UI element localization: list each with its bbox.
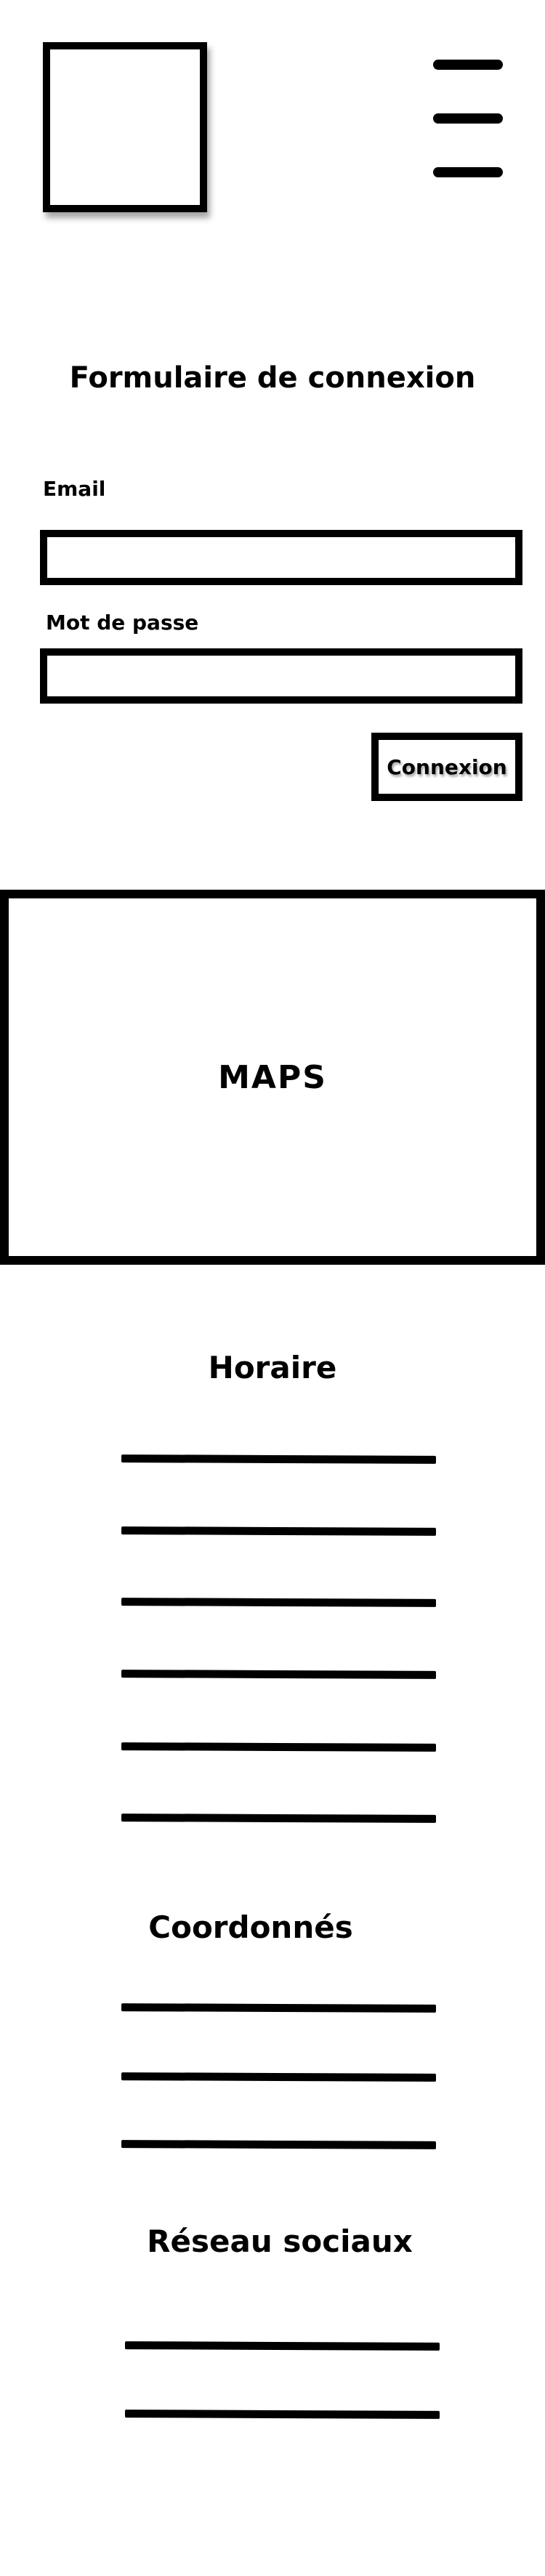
password-label: Mot de passe [46,611,199,635]
schedule-title: Horaire [208,1350,337,1385]
menu-bar [433,167,503,177]
hamburger-menu-icon[interactable] [433,60,503,180]
menu-bar [433,60,503,70]
contact-title: Coordonnés [148,1909,353,1945]
email-input[interactable] [40,530,522,585]
password-input[interactable] [40,648,522,704]
email-label: Email [43,477,106,501]
form-title: Formulaire de connexion [69,361,476,395]
connexion-button[interactable]: Connexion [371,733,522,801]
logo-placeholder[interactable] [43,42,207,212]
social-line [124,2341,440,2351]
map-label: MAPS [218,1058,327,1096]
schedule-line [121,1526,437,1536]
contact-line [121,2140,437,2149]
schedule-line [121,1814,437,1823]
schedule-line [121,1742,437,1752]
schedule-line [121,1598,437,1607]
map-placeholder[interactable]: MAPS [0,890,545,1265]
social-title: Réseau sociaux [147,2223,413,2259]
schedule-line [121,1670,437,1679]
social-line [124,2410,440,2419]
contact-line [121,2072,437,2082]
schedule-line [121,1454,437,1464]
menu-bar [433,113,503,124]
contact-line [121,2003,437,2013]
